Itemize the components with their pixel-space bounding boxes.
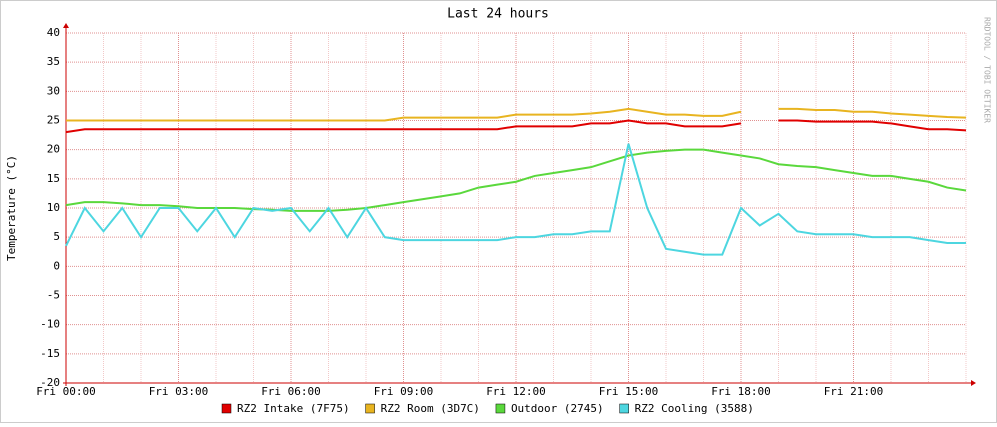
y-tick-label: 10	[47, 201, 60, 214]
y-tick-label: 25	[47, 114, 60, 127]
y-tick-label: 35	[47, 55, 60, 68]
series-line	[65, 143, 966, 256]
watermark: RRDTOOL / TOBI OETIKER	[983, 17, 992, 123]
axis-arrow	[971, 380, 976, 386]
y-tick-label: 5	[53, 230, 60, 243]
x-tick-label: Fri 18:00	[711, 385, 771, 398]
legend-label: RZ2 Room (3D7C)	[381, 402, 480, 415]
legend-label: RZ2 Intake (7F75)	[237, 402, 350, 415]
y-tick-label: -5	[47, 289, 60, 302]
legend-swatch	[619, 403, 629, 414]
y-tick-label: -10	[40, 318, 60, 331]
y-tick-label: 15	[47, 172, 60, 185]
y-axis-label: Temperature (°C)	[5, 155, 18, 261]
y-tick-label: -15	[40, 347, 60, 360]
y-tick-label: 0	[53, 259, 60, 272]
x-tick-label: Fri 15:00	[599, 385, 659, 398]
y-tick-label: 30	[47, 84, 60, 97]
x-tick-label: Fri 06:00	[261, 385, 321, 398]
legend-label: Outdoor (2745)	[511, 402, 604, 415]
axis-arrow	[63, 23, 69, 28]
legend-swatch	[365, 403, 375, 414]
chart-title: Last 24 hours	[447, 7, 549, 22]
y-tick-label: 40	[47, 26, 60, 39]
x-tick-label: Fri 21:00	[824, 385, 884, 398]
y-tick-label: 20	[47, 143, 60, 156]
legend-label: RZ2 Cooling (3588)	[635, 402, 754, 415]
series-line	[65, 119, 967, 134]
y-tick-label: -20	[40, 376, 60, 389]
x-tick-label: Fri 12:00	[486, 385, 546, 398]
legend-swatch	[221, 403, 232, 414]
series-line	[66, 107, 967, 122]
x-tick-label: Fri 00:00	[36, 385, 96, 398]
legend-swatch	[495, 403, 506, 414]
x-tick-label: Fri 03:00	[149, 385, 209, 398]
x-tick-label: Fri 09:00	[374, 385, 434, 398]
